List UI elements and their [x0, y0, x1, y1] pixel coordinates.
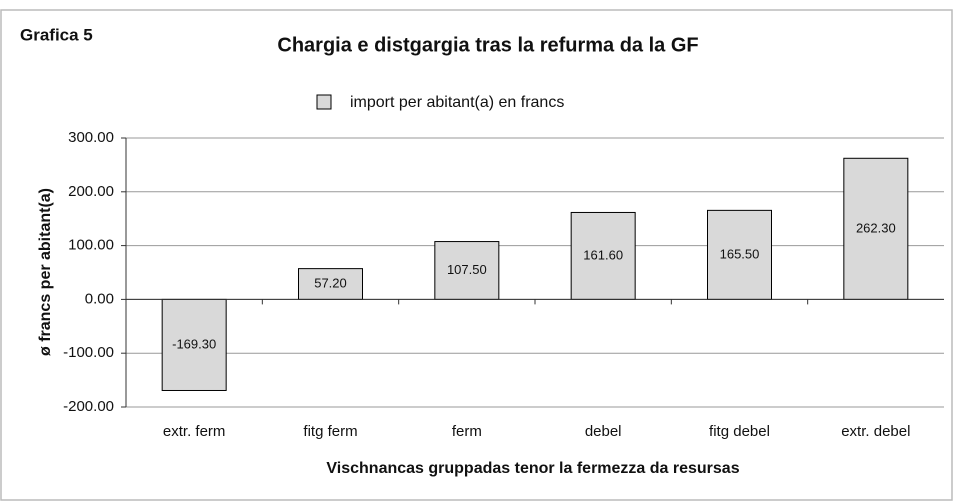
x-tick-label: debel	[585, 423, 622, 440]
bar	[161, 298, 227, 391]
x-tick-label: ferm	[452, 423, 482, 440]
value-label: 57.20	[314, 275, 347, 290]
y-tick-label: 0.00	[85, 290, 114, 307]
bar	[843, 157, 909, 300]
bar	[298, 268, 363, 300]
bar	[570, 211, 636, 300]
x-tick-label: extr. debel	[841, 423, 910, 440]
x-axis-title: Vischnancas gruppadas tenor la fermezza …	[326, 460, 739, 477]
y-tick-label: 100.00	[68, 237, 114, 254]
y-axis-title: ø francs per abitant(a)	[37, 188, 54, 356]
legend-swatch	[316, 94, 332, 110]
x-tick-label: fitg debel	[709, 423, 770, 440]
y-tick-label: 200.00	[68, 183, 114, 200]
y-tick-label: 300.00	[68, 129, 114, 146]
y-tick-label: -100.00	[63, 344, 114, 361]
x-tick-label: fitg ferm	[303, 423, 357, 440]
value-label: 262.30	[856, 220, 896, 235]
y-tick-label: -200.00	[63, 398, 114, 415]
chart-label: Grafica 5	[20, 25, 93, 44]
legend-label: import per abitant(a) en francs	[350, 94, 564, 111]
value-label: 107.50	[447, 262, 487, 277]
value-label: 165.50	[720, 246, 760, 261]
value-label: -169.30	[172, 336, 216, 351]
value-label: 161.60	[583, 247, 623, 262]
x-tick-label: extr. ferm	[163, 423, 226, 440]
chart-title: Chargia e distgargia tras la refurma da …	[277, 34, 698, 56]
